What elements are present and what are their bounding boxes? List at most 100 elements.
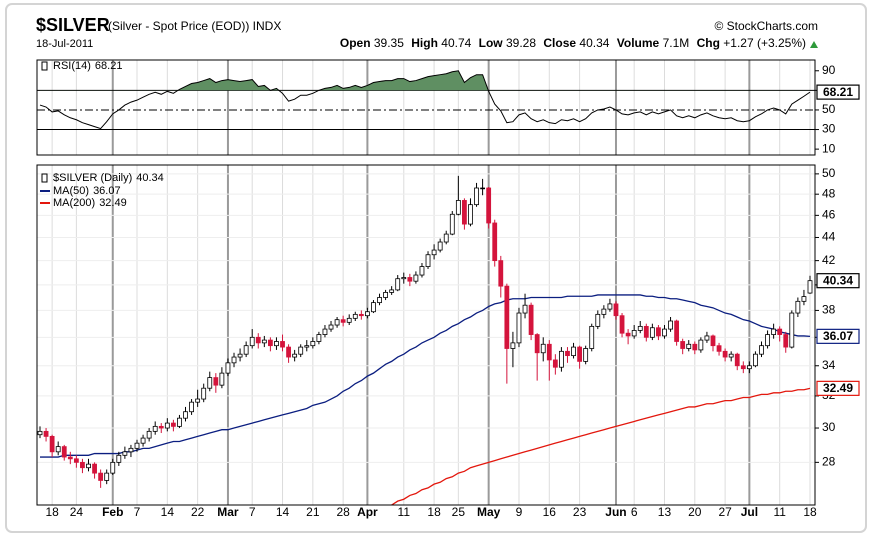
candle-body: [164, 422, 170, 429]
x-tick-label: 22: [191, 505, 205, 519]
candle-body: [249, 336, 255, 347]
x-tick-label: 18: [803, 505, 817, 519]
x-tick-label: 23: [573, 505, 587, 519]
close-label: Close: [543, 36, 576, 50]
y-tick-label: 38: [822, 303, 836, 317]
volume-label: Volume: [617, 36, 660, 50]
candle-body: [170, 422, 176, 427]
value-tag-box: [816, 84, 860, 100]
value-tag: 36.07: [823, 329, 853, 343]
candle-body: [722, 350, 728, 358]
candle-body: [49, 435, 55, 453]
candle-body: [753, 353, 758, 367]
candle-body: [492, 222, 498, 262]
y-tick-label: 34: [822, 358, 836, 372]
high-label: High: [411, 36, 438, 50]
candle-body: [219, 372, 225, 386]
candle-body: [674, 320, 680, 342]
candle-body: [571, 346, 576, 357]
x-tick-label: 20: [688, 505, 702, 519]
candle-body: [437, 241, 443, 251]
candle-body: [61, 446, 67, 458]
value-tag: 68.21: [823, 85, 853, 99]
legend-value: 68.21: [95, 60, 123, 72]
candle-body: [298, 346, 304, 355]
grid: [37, 60, 815, 505]
candle-body: [92, 463, 97, 474]
y-tick-label: 44: [822, 230, 836, 244]
candle-body: [704, 335, 710, 341]
price-frame: [36, 164, 816, 506]
candle-body: [201, 387, 207, 400]
rsi-tick-label: 10: [822, 141, 836, 155]
legend-entry: RSI(14) 68.21: [53, 60, 122, 72]
candle-body: [425, 254, 431, 267]
candle-body: [625, 332, 631, 337]
candle-body: [183, 411, 188, 419]
x-tick-label: 18: [45, 505, 59, 519]
low-value: 39.28: [506, 36, 536, 50]
candle-body: [698, 339, 704, 351]
labels: 18 24 Feb 7 14 22 Mar 7 14 21 28 Apr 11 18 25 May 9 16 23 J…: [40, 60, 860, 519]
candle-body: [504, 285, 510, 349]
candle-body: [346, 317, 352, 323]
candle-body: [692, 343, 698, 351]
candle-body: [395, 278, 401, 291]
candle-body: [316, 334, 322, 342]
rsi-tick-label: 90: [822, 63, 836, 77]
candle-body: [643, 325, 649, 338]
candle-body: [546, 343, 552, 361]
candle-body: [734, 353, 740, 367]
value-tag: 32.49: [823, 381, 853, 395]
candle-body: [207, 377, 213, 389]
candle-body: [55, 446, 61, 453]
candle-body: [746, 365, 752, 370]
candle-body: [649, 327, 655, 338]
legend-name: MA(200): [53, 197, 95, 209]
quote-strip: Open 39.35 High 40.74 Low 39.28 Close 40…: [340, 36, 806, 50]
candle-body: [419, 266, 425, 276]
candle-body: [104, 472, 110, 481]
candle-body: [740, 365, 746, 370]
card: [5, 3, 867, 533]
candle-body: [759, 345, 764, 355]
candle-body: [37, 430, 43, 436]
x-tick-label: 7: [134, 505, 141, 519]
low-label: Low: [479, 36, 504, 50]
legend-name: RSI(14): [53, 60, 91, 72]
candle-body: [462, 200, 467, 225]
up-arrow: [810, 41, 818, 48]
legend-name: MA(50): [53, 185, 89, 197]
candle-body: [583, 348, 589, 362]
candle-body: [765, 334, 770, 347]
x-tick-label: 9: [516, 505, 523, 519]
legend-entry: MA(50) 36.07: [53, 185, 121, 197]
candle-body: [110, 461, 116, 474]
candle-body: [237, 353, 243, 358]
candle-body: [243, 345, 249, 355]
rsi-tick-label: 50: [822, 102, 836, 116]
candle-body: [631, 330, 637, 337]
x-tick-label: 14: [161, 505, 175, 519]
price-plot: [37, 175, 813, 505]
x-tick-label: Feb: [102, 505, 123, 519]
candle-body: [304, 345, 310, 348]
candle-body: [352, 313, 358, 319]
x-tick-label: 16: [543, 505, 557, 519]
candle-body: [413, 274, 419, 282]
candle-body: [292, 353, 298, 358]
legend-value: 36.07: [93, 185, 121, 197]
candle-body: [777, 328, 783, 335]
candle-body: [783, 334, 789, 348]
x-tick-label: Mar: [217, 505, 239, 519]
x-tick-label: May: [477, 505, 501, 519]
candle-body: [195, 398, 201, 403]
description: (Silver - Spot Price (EOD)) INDX: [108, 19, 281, 33]
candle-body: [261, 339, 267, 344]
rsi-line: [39, 70, 811, 130]
legend-value: 32.49: [99, 197, 127, 209]
x-tick-label: 6: [631, 505, 638, 519]
legend-entry: MA(200) 32.49: [53, 197, 127, 209]
rsi-fill-group: [40, 70, 810, 91]
rsi-frame: [36, 59, 816, 156]
